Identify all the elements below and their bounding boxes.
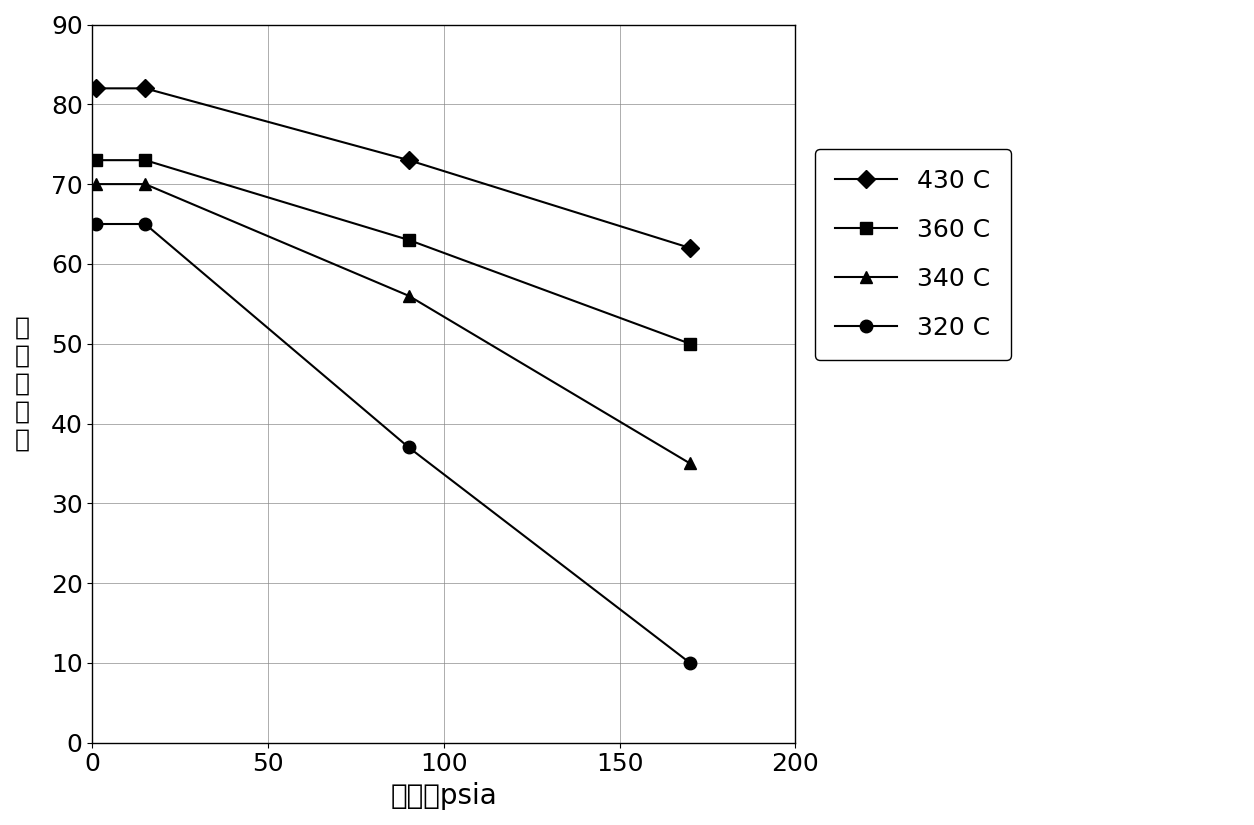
430 C [89,83,104,93]
320 C [89,219,104,229]
360 C [89,155,104,165]
X-axis label: 压力，psia: 压力，psia [390,782,498,810]
Line: 340 C: 340 C [90,178,696,469]
360 C [682,339,697,349]
430 C [138,83,153,93]
320 C [401,442,416,452]
340 C [682,459,697,469]
430 C [682,243,697,253]
Y-axis label: 烯
烃
选
择
性: 烯 烃 选 择 性 [15,316,30,451]
Legend: 430 C, 360 C, 340 C, 320 C: 430 C, 360 C, 340 C, 320 C [815,148,1011,360]
360 C [138,155,153,165]
340 C [401,291,416,301]
Line: 320 C: 320 C [90,218,696,669]
320 C [138,219,153,229]
340 C [138,179,153,189]
Line: 430 C: 430 C [90,82,696,254]
360 C [401,235,416,245]
Line: 360 C: 360 C [90,154,696,350]
430 C [401,155,416,165]
320 C [682,658,697,668]
340 C [89,179,104,189]
